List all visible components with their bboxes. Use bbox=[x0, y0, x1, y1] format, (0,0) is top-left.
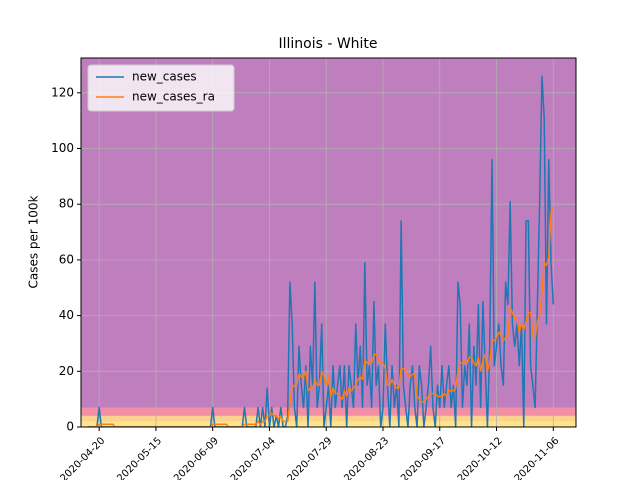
lines bbox=[87, 75, 555, 427]
x-tick-label: 2020-06-09 bbox=[172, 435, 221, 480]
y-tick-label: 60 bbox=[59, 252, 74, 266]
x-tick-label: 2020-05-15 bbox=[115, 435, 164, 480]
legend-box bbox=[87, 64, 235, 112]
legend-label: new_cases_ra bbox=[132, 90, 215, 104]
series-line bbox=[87, 75, 555, 427]
x-tick-label: 2020-04-20 bbox=[59, 435, 108, 480]
risk-band bbox=[81, 407, 576, 416]
y-axis-label: Cases per 100k bbox=[27, 195, 41, 288]
legend-label: new_cases bbox=[132, 70, 197, 84]
x-tick-label: 2020-07-04 bbox=[229, 435, 278, 480]
y-tick-label: 100 bbox=[51, 141, 74, 155]
x-tick-label: 2020-09-17 bbox=[399, 435, 448, 480]
y-tick-label: 20 bbox=[59, 364, 74, 378]
chart-title: Illinois - White bbox=[278, 36, 377, 52]
risk-band bbox=[81, 415, 576, 422]
x-tick-label: 2020-08-23 bbox=[342, 435, 391, 480]
series-line bbox=[87, 206, 554, 427]
risk-band bbox=[81, 421, 576, 427]
y-tick-label: 120 bbox=[51, 85, 74, 99]
y-tick-label: 80 bbox=[59, 197, 74, 211]
x-tick-label: 2020-07-29 bbox=[286, 435, 335, 480]
y-tick-label: 40 bbox=[59, 308, 74, 322]
x-tick-label: 2020-10-12 bbox=[456, 435, 505, 480]
legend: new_cases new_cases_ra bbox=[87, 64, 235, 112]
y-tick-label: 0 bbox=[66, 420, 74, 434]
plot-frame bbox=[80, 57, 577, 428]
x-tick-label: 2020-11-06 bbox=[513, 435, 562, 480]
